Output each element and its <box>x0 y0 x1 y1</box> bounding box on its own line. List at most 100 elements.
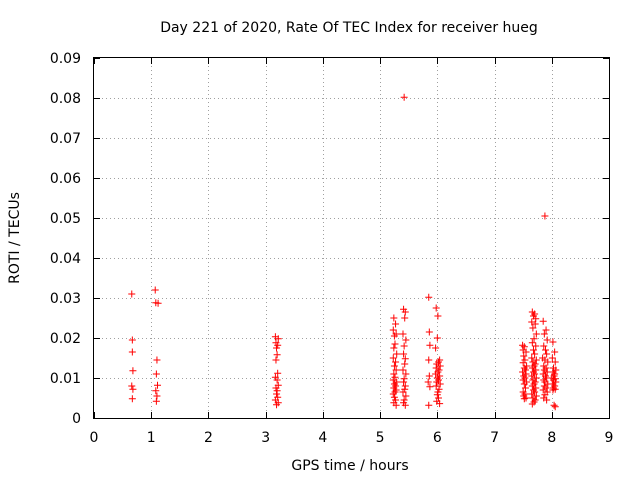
data-point <box>400 342 408 350</box>
data-point <box>389 354 397 362</box>
data-point <box>532 315 540 323</box>
data-point <box>549 338 557 346</box>
y-axis-label: ROTI / TECUs <box>7 192 23 284</box>
data-point <box>400 93 408 101</box>
x-tick-label: 8 <box>547 430 556 446</box>
data-point <box>544 358 552 366</box>
y-tick-label: 0.01 <box>50 371 81 387</box>
data-point <box>540 330 548 338</box>
data-point <box>424 378 432 386</box>
data-point <box>432 382 440 390</box>
data-point <box>402 370 410 378</box>
data-point <box>436 400 444 408</box>
data-point <box>401 360 409 368</box>
data-point <box>425 328 433 336</box>
data-point <box>390 344 398 352</box>
data-point <box>401 308 409 316</box>
data-point <box>129 385 137 393</box>
x-tick-label: 5 <box>376 430 385 446</box>
data-point <box>426 341 434 349</box>
data-point <box>273 401 281 409</box>
data-point <box>520 395 528 403</box>
data-point <box>520 380 528 388</box>
x-tick-label: 6 <box>433 430 442 446</box>
y-tick-label: 0.09 <box>50 51 81 67</box>
data-point <box>519 359 527 367</box>
x-tick-label: 0 <box>90 430 99 446</box>
data-point <box>154 299 162 307</box>
data-point <box>272 356 280 364</box>
data-point <box>128 382 136 390</box>
data-point <box>392 358 400 366</box>
data-point <box>541 212 549 220</box>
data-point <box>520 352 528 360</box>
data-point <box>390 370 398 378</box>
y-tick-label: 0 <box>72 411 81 427</box>
data-point <box>392 401 400 409</box>
data-point <box>390 362 398 370</box>
x-axis-label: GPS time / hours <box>291 458 408 474</box>
data-point <box>549 386 557 394</box>
data-point <box>539 317 547 325</box>
data-point <box>531 350 539 358</box>
data-point <box>399 366 407 374</box>
data-point <box>532 330 540 338</box>
data-point <box>551 348 559 356</box>
data-point <box>528 372 536 380</box>
data-point <box>129 367 137 375</box>
data-point <box>433 391 441 399</box>
data-point <box>390 332 398 340</box>
data-point <box>543 336 551 344</box>
data-point <box>273 351 281 359</box>
data-point <box>425 293 433 301</box>
data-point <box>521 384 529 392</box>
data-point <box>539 386 547 394</box>
data-point <box>551 403 559 411</box>
data-point <box>391 340 399 348</box>
data-point <box>548 354 556 362</box>
data-point <box>522 348 530 356</box>
data-point <box>128 348 136 356</box>
data-point <box>425 372 433 380</box>
x-tick-label: 9 <box>605 430 614 446</box>
data-point <box>152 387 160 395</box>
x-tick-label: 1 <box>147 430 156 446</box>
data-points <box>128 93 560 411</box>
plot-frame <box>93 57 610 419</box>
data-point <box>401 314 409 322</box>
data-point <box>432 344 440 352</box>
data-point <box>425 356 433 364</box>
data-point <box>541 391 549 399</box>
data-point <box>528 339 536 347</box>
x-tick-label: 7 <box>490 430 499 446</box>
data-point <box>542 326 550 334</box>
data-point <box>400 375 408 383</box>
data-point <box>392 366 400 374</box>
y-tick-label: 0.03 <box>50 291 81 307</box>
data-point <box>400 378 408 386</box>
data-point <box>541 346 549 354</box>
data-point <box>154 381 162 389</box>
data-point <box>550 401 558 409</box>
y-tick-label: 0.08 <box>50 91 81 107</box>
data-point <box>434 312 442 320</box>
data-point <box>128 290 136 298</box>
data-point <box>531 320 539 328</box>
data-point <box>400 350 408 358</box>
data-point <box>519 341 527 349</box>
x-tick-label: 3 <box>261 430 270 446</box>
data-point <box>273 344 281 352</box>
data-point <box>432 304 440 312</box>
data-point <box>529 324 537 332</box>
data-point <box>528 400 536 408</box>
data-point <box>543 396 551 404</box>
data-point <box>274 369 282 377</box>
data-point <box>436 362 444 370</box>
data-point <box>153 356 161 364</box>
chart-title: Day 221 of 2020, Rate Of TEC Index for r… <box>160 20 538 36</box>
axis-ticks: 0 1 2 3 4 5 6 7 8 9 0 0.01 0.02 0.03 0.04 0.05 0.06 0.07 0… <box>50 51 614 446</box>
data-point <box>426 383 434 391</box>
data-point <box>522 394 530 402</box>
data-point <box>128 395 136 403</box>
data-point <box>273 390 281 398</box>
